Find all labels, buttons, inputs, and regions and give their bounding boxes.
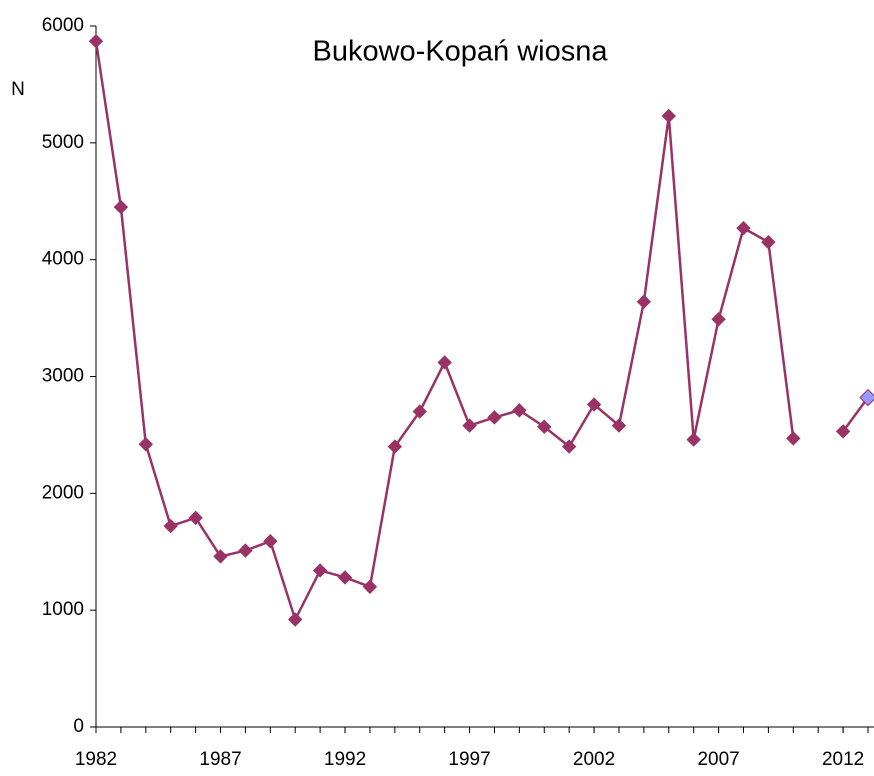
marker (859, 388, 874, 407)
x-tick-label: 1987 (199, 749, 241, 770)
marker (238, 543, 253, 558)
marker (412, 404, 427, 419)
marker (113, 199, 129, 215)
marker (786, 431, 801, 446)
line (94, 41, 795, 623)
marker (487, 410, 502, 425)
line (842, 396, 870, 433)
marker (288, 612, 303, 627)
x-tick-label: 1992 (324, 749, 366, 770)
y-tick-label: 0 (73, 716, 84, 737)
x-tick-label: 1982 (75, 749, 117, 770)
marker (835, 424, 851, 439)
marker (188, 510, 203, 526)
marker (761, 234, 776, 250)
marker (462, 418, 477, 433)
marker (337, 570, 353, 585)
marker (537, 419, 552, 434)
marker (636, 294, 652, 309)
x-tick-label: 2002 (573, 749, 615, 770)
marker (437, 355, 452, 370)
y-axis-label: N (11, 79, 25, 100)
marker (138, 437, 154, 452)
chart-title: Bukowo-Kopań wiosna (312, 36, 608, 68)
marker (561, 439, 577, 454)
marker (263, 534, 278, 549)
marker (88, 33, 104, 49)
marker (213, 549, 228, 564)
marker (686, 432, 701, 447)
marker (661, 108, 676, 124)
y-tick-label: 3000 (42, 366, 84, 387)
y-tick-label: 1000 (42, 599, 84, 620)
y-tick-label: 4000 (42, 249, 84, 270)
marker (163, 518, 178, 534)
marker (711, 312, 726, 327)
y-tick-label: 6000 (42, 15, 84, 36)
y-tick-label: 2000 (42, 482, 84, 503)
marker (611, 418, 627, 433)
marker (312, 563, 328, 578)
marker (736, 220, 751, 236)
x-tick-label: 2007 (697, 749, 739, 770)
marker (512, 403, 527, 418)
x-tick-label: 2012 (822, 749, 864, 770)
marker (387, 439, 403, 454)
marker (586, 397, 602, 412)
marker (362, 579, 378, 595)
x-tick-label: 1997 (448, 749, 490, 770)
y-tick-label: 5000 (42, 132, 84, 153)
